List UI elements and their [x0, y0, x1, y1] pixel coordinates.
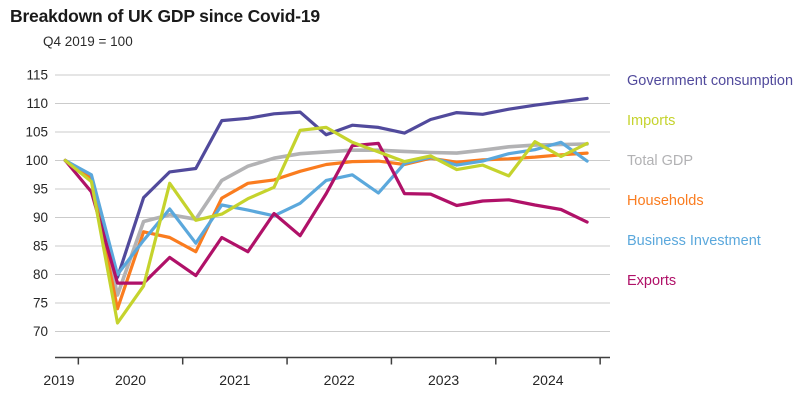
- y-axis-label: 115: [26, 68, 48, 83]
- y-axis-label: 70: [33, 324, 48, 339]
- y-axis-label: 80: [33, 267, 48, 282]
- legend-item-government-consumption: Government consumption: [627, 73, 794, 89]
- x-axis-year-label: 2019: [43, 372, 74, 388]
- legend-item-exports: Exports: [627, 273, 677, 289]
- series-line-households: [63, 151, 589, 311]
- legend-item-business-investment: Business Investment: [627, 233, 761, 249]
- y-axis-label: 95: [33, 182, 48, 197]
- x-axis-year-label: 2020: [115, 372, 146, 388]
- series-line-business-investment: [63, 140, 589, 277]
- legend-item-households: Households: [627, 193, 704, 209]
- y-axis-label: 90: [33, 210, 48, 225]
- chart-subtitle: Q4 2019 = 100: [43, 34, 133, 49]
- y-axis-label: 105: [25, 125, 48, 140]
- legend-item-total-gdp: Total GDP: [627, 153, 694, 169]
- series-line-imports: [63, 125, 589, 325]
- series-line-government-consumption: [63, 96, 589, 279]
- y-axis-label: 100: [25, 153, 48, 168]
- chart-title: Breakdown of UK GDP since Covid-19: [10, 6, 320, 26]
- x-axis-year-label: 2023: [428, 372, 459, 388]
- y-axis-label: 75: [33, 296, 48, 311]
- x-axis-year-label: 2024: [532, 372, 563, 388]
- legend-item-imports: Imports: [627, 113, 676, 129]
- x-axis-year-label: 2021: [219, 372, 250, 388]
- series-line-total-gdp: [63, 142, 589, 297]
- y-axis-label: 110: [26, 96, 48, 111]
- y-axis-label: 85: [33, 239, 48, 254]
- x-axis-year-label: 2022: [324, 372, 355, 388]
- legend: Government consumption Imports Total GDP Ho…: [627, 72, 797, 312]
- series-line-exports: [63, 141, 589, 285]
